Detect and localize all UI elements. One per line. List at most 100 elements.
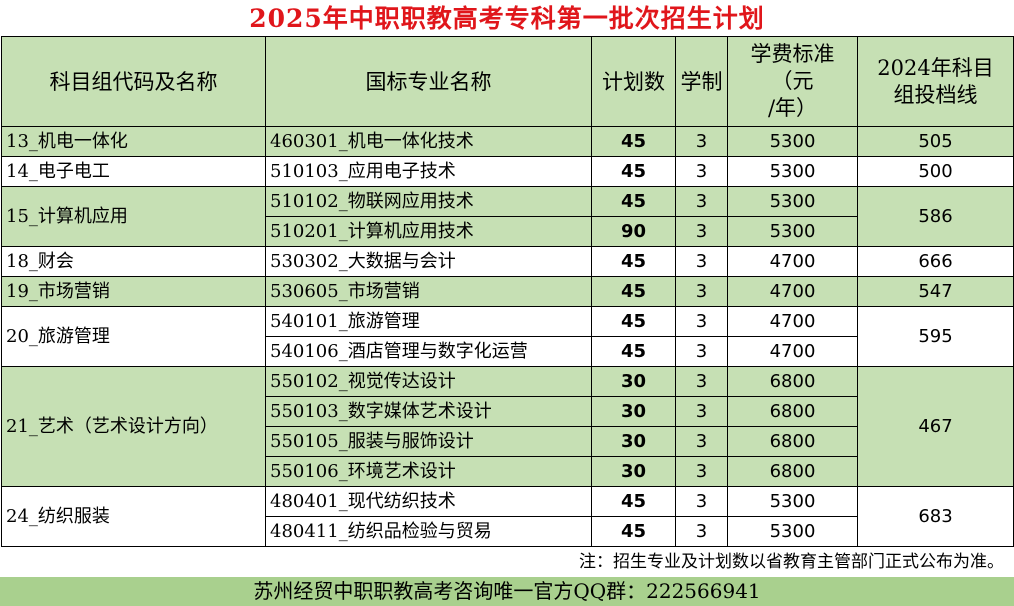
header-fee-line1: 学费标准 [750,42,835,66]
plan-count: 30 [591,396,676,427]
table-row: 550103_数字媒体艺术设计 30 3 6800 [2,396,1014,427]
study-years: 3 [675,216,728,247]
subject-group-name: 18_财会 [1,246,266,277]
table-row: 550105_服装与服饰设计 30 3 6800 [2,426,1014,457]
header-group: 科目组代码及名称 [1,36,266,127]
tuition-fee: 5300 [727,126,858,157]
cutoff-score-2024: 505 [857,126,1014,157]
major-name: 530302_大数据与会计 [265,246,592,277]
plan-count: 45 [591,306,676,337]
table-row: 510201_计算机应用技术 90 3 5300 [2,216,1014,247]
tuition-fee: 5300 [727,186,858,217]
tuition-fee: 5300 [727,156,858,187]
table-row: 480411_纺织品检验与贸易 45 3 5300 [2,516,1014,547]
plan-count: 45 [591,186,676,217]
cutoff-score-2024: 586 [857,186,1014,247]
tuition-fee: 6800 [727,426,858,457]
table-body: 13_机电一体化 460301_机电一体化技术 45 3 5300 505 14_电子电工 5… [1,126,1014,547]
study-years: 3 [675,126,728,157]
study-years: 3 [675,426,728,457]
tuition-fee: 6800 [727,456,858,487]
major-name: 510201_计算机应用技术 [265,216,592,247]
major-name: 530605_市场营销 [265,276,592,307]
tuition-fee: 6800 [727,366,858,397]
table-row: 13_机电一体化 460301_机电一体化技术 45 3 5300 505 [1,126,1014,157]
major-name: 540101_旅游管理 [265,306,592,337]
subject-group-name: 24_纺织服装 [1,486,266,547]
subject-group-name: 21_艺术（艺术设计方向） [1,366,266,487]
table-row: 20_旅游管理 540101_旅游管理 45 3 4700 595 [1,306,1014,367]
header-years: 学制 [675,36,728,127]
tuition-fee: 5300 [727,486,858,517]
footer-banner: 苏州经贸中职职教高考咨询唯一官方QQ群：222566941 [0,577,1014,606]
subject-group-name: 15_计算机应用 [1,186,266,247]
table-header-row: 科目组代码及名称 国标专业名称 计划数 学制 学费标准 （元 /年） 2024年… [1,36,1014,127]
study-years: 3 [675,246,728,277]
major-name: 460301_机电一体化技术 [265,126,592,157]
study-years: 3 [675,156,728,187]
tuition-fee: 6800 [727,396,858,427]
study-years: 3 [675,336,728,367]
header-fee: 学费标准 （元 /年） [727,36,858,127]
plan-count: 45 [591,246,676,277]
major-name: 510102_物联网应用技术 [265,186,592,217]
subject-group-name: 13_机电一体化 [1,126,266,157]
cutoff-score-2024: 666 [857,246,1014,277]
table-row: 24_纺织服装 480401_现代纺织技术 45 3 5300 683 [1,486,1014,547]
page-title: 2025年中职职教高考专科第一批次招生计划 [249,4,765,33]
major-name: 480411_纺织品检验与贸易 [265,516,592,547]
footnote: 注：招生专业及计划数以省教育主管部门正式公布为准。 [0,547,1014,577]
study-years: 3 [675,366,728,397]
cutoff-score-2024: 683 [857,486,1014,547]
plan-count: 45 [591,516,676,547]
subject-group-name: 20_旅游管理 [1,306,266,367]
study-years: 3 [675,306,728,337]
cutoff-score-2024: 595 [857,306,1014,367]
tuition-fee: 5300 [727,516,858,547]
plan-count: 45 [591,126,676,157]
tuition-fee: 5300 [727,216,858,247]
study-years: 3 [675,396,728,427]
plan-count: 30 [591,426,676,457]
header-score: 2024年科目 组投档线 [857,36,1014,127]
plan-count: 45 [591,156,676,187]
study-years: 3 [675,276,728,307]
study-years: 3 [675,456,728,487]
major-name: 550102_视觉传达设计 [265,366,592,397]
major-name: 540106_酒店管理与数字化运营 [265,336,592,367]
cutoff-score-2024: 500 [857,156,1014,187]
tuition-fee: 4700 [727,306,858,337]
tuition-fee: 4700 [727,246,858,277]
major-name: 550103_数字媒体艺术设计 [265,396,592,427]
major-name: 550105_服装与服饰设计 [265,426,592,457]
header-major: 国标专业名称 [265,36,592,127]
cutoff-score-2024: 467 [857,366,1014,487]
subject-group-name: 14_电子电工 [1,156,266,187]
table-row: 21_艺术（艺术设计方向） 550102_视觉传达设计 30 3 6800 467 [1,366,1014,487]
study-years: 3 [675,486,728,517]
header-fee-line2: （元 [771,69,814,93]
plan-count: 45 [591,486,676,517]
table-row: 540106_酒店管理与数字化运营 45 3 4700 [2,336,1014,367]
header-fee-line3: /年） [767,96,818,120]
header-score-line2: 组投档线 [893,82,978,107]
study-years: 3 [675,186,728,217]
major-name: 550106_环境艺术设计 [265,456,592,487]
plan-count: 30 [591,456,676,487]
major-name: 480401_现代纺织技术 [265,486,592,517]
admission-plan-table: 科目组代码及名称 国标专业名称 计划数 学制 学费标准 （元 /年） 2024年… [1,36,1014,547]
plan-count: 90 [591,216,676,247]
table-row: 14_电子电工 510103_应用电子技术 45 3 5300 500 [1,156,1014,187]
subject-group-name: 19_市场营销 [1,276,266,307]
plan-count: 30 [591,366,676,397]
major-name: 510103_应用电子技术 [265,156,592,187]
table-row: 15_计算机应用 510102_物联网应用技术 45 3 5300 586 [1,186,1014,247]
tuition-fee: 4700 [727,276,858,307]
cutoff-score-2024: 547 [857,276,1014,307]
header-plan: 计划数 [591,36,676,127]
study-years: 3 [675,516,728,547]
plan-count: 45 [591,276,676,307]
table-row: 18_财会 530302_大数据与会计 45 3 4700 666 [1,246,1014,277]
plan-count: 45 [591,336,676,367]
